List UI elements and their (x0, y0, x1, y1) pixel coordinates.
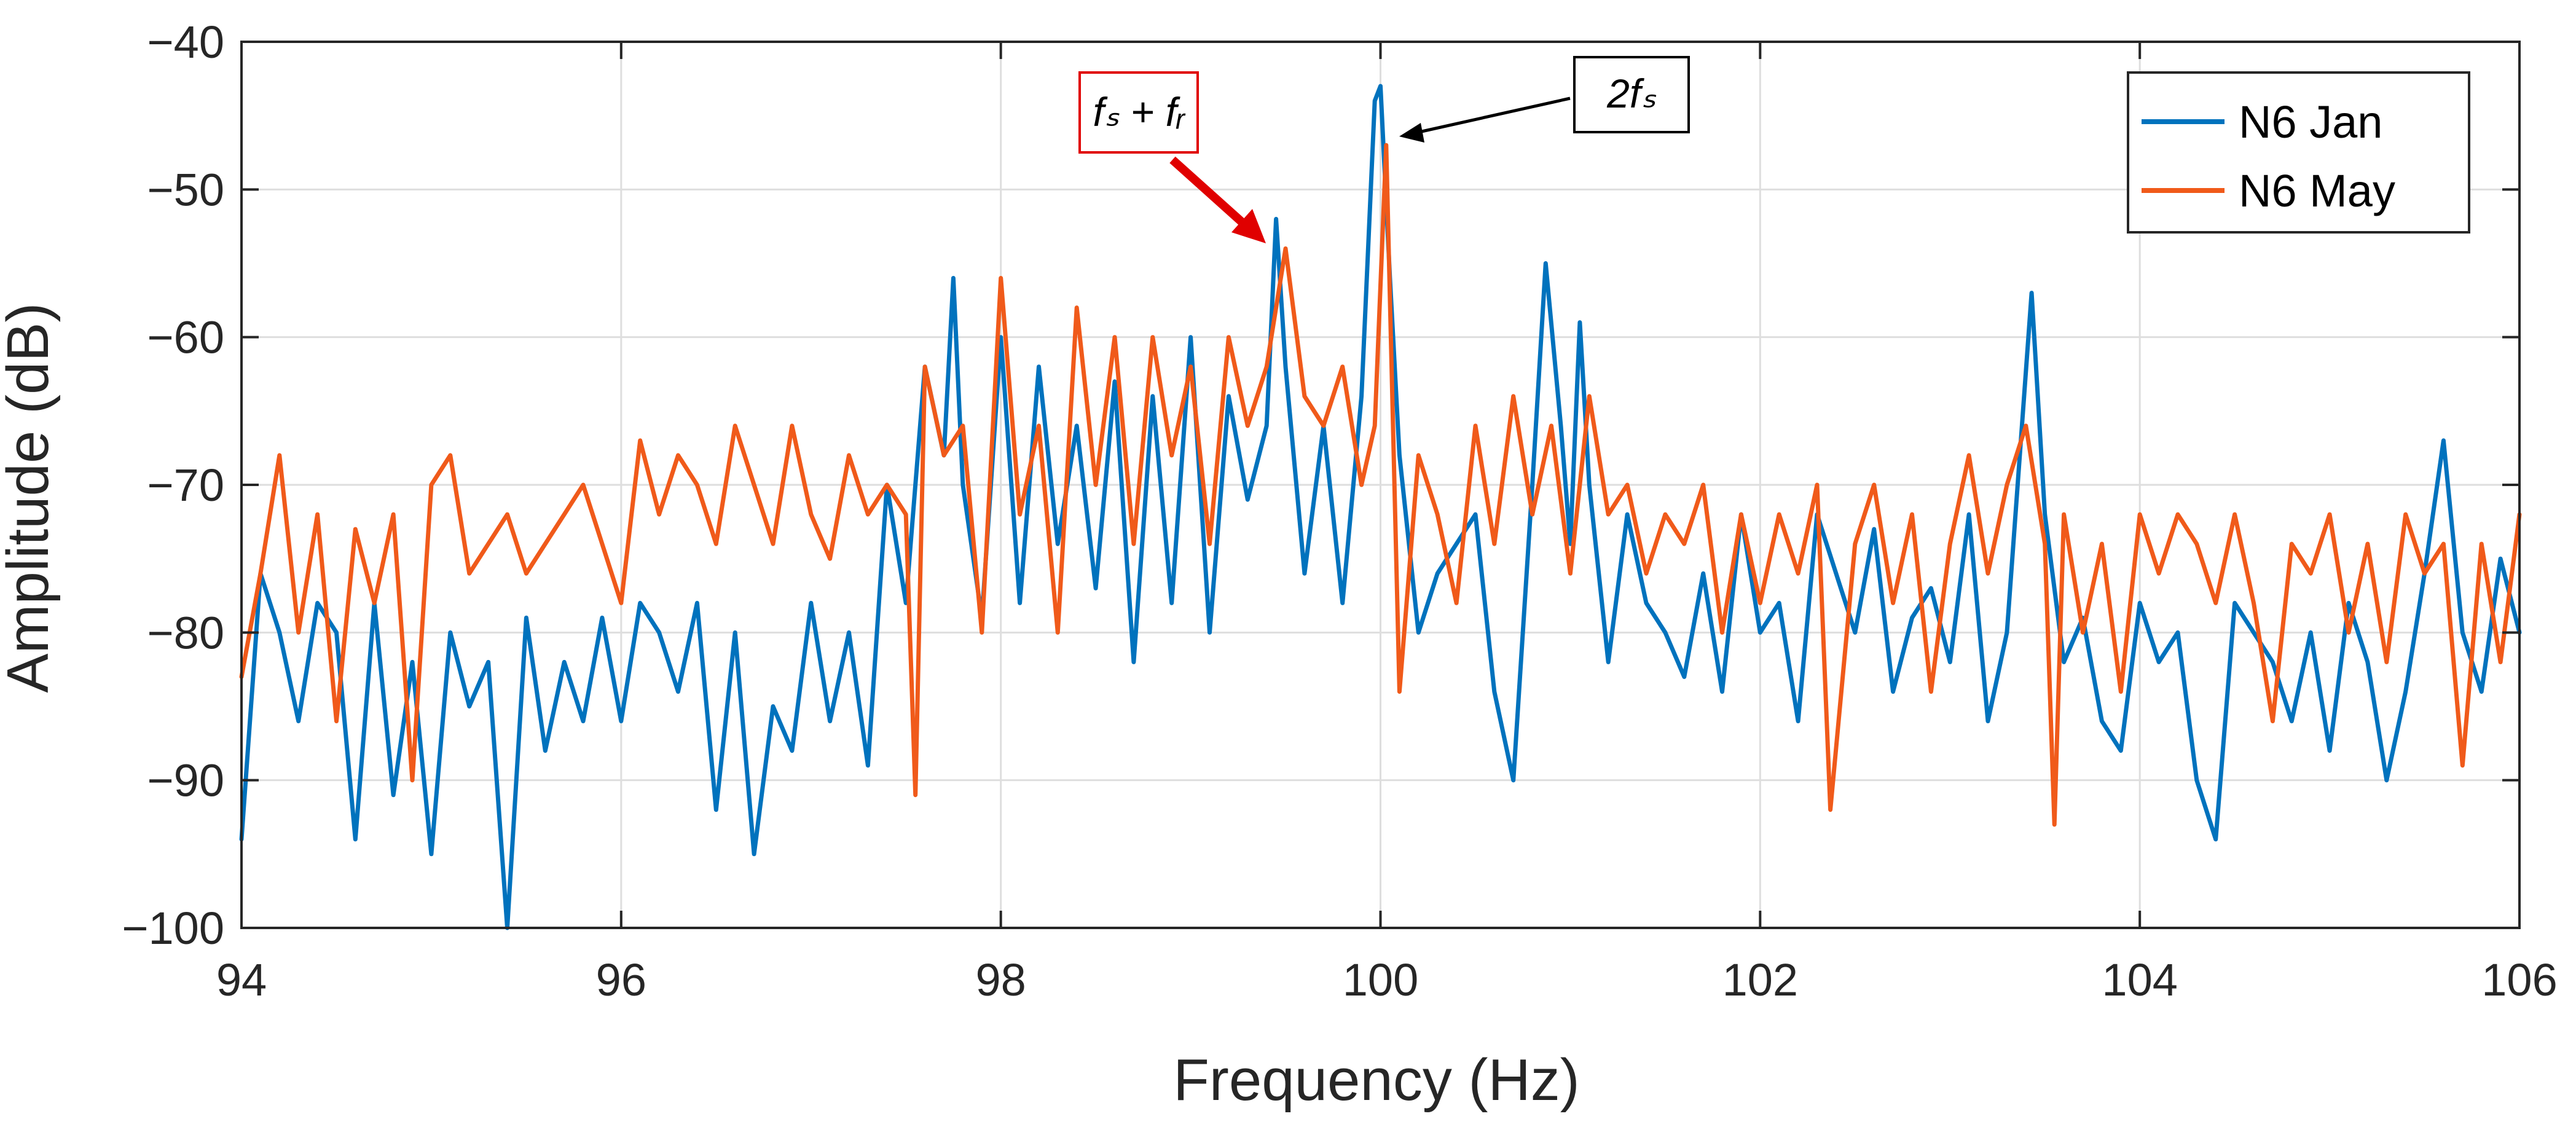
x-tick-label: 102 (1722, 954, 1798, 1005)
y-tick-label: −50 (147, 164, 224, 215)
series-lines (239, 84, 2522, 930)
legend-box (2127, 71, 2470, 234)
annotation-fs-fr: fₛ + fᵣ (1078, 71, 1266, 243)
y-tick-label: −60 (147, 312, 224, 363)
axis-ticks: 94 96 98 100 102 104 106 −100 −90 −80 −70 −60 −50 −40 (122, 17, 2557, 1005)
series-line-n6-may (239, 143, 2522, 827)
y-axis-label: Amplitude (dB) (0, 303, 61, 693)
y-tick-label: −100 (122, 903, 224, 954)
y-tick-label: −80 (147, 607, 224, 658)
y-tick-label: −40 (147, 17, 224, 68)
annotation-2fs-text: 2fₛ (1606, 71, 1656, 116)
x-tick-label: 100 (1343, 954, 1418, 1005)
annotation-2fs-box (1573, 56, 1690, 133)
legend: N6 Jan N6 May (2127, 71, 2470, 234)
annotation-fs-fr-text: fₛ + fᵣ (1093, 89, 1186, 135)
x-tick-label: 96 (596, 954, 646, 1005)
x-tick-label: 98 (976, 954, 1026, 1005)
legend-label-n6-may: N6 May (2239, 165, 2395, 216)
y-tick-label: −70 (147, 460, 224, 511)
annotation-2fs-arrow (1413, 96, 1571, 135)
x-tick-label: 94 (216, 954, 267, 1005)
annotation-fs-fr-arrow (1169, 156, 1247, 228)
annotation-2fs-arrowhead (1399, 123, 1424, 143)
y-tick-label: −90 (147, 755, 224, 806)
annotation-fs-fr-arrowhead (1231, 209, 1266, 243)
x-axis-label: Frequency (Hz) (1173, 1047, 1580, 1113)
legend-label-n6-jan: N6 Jan (2239, 96, 2382, 147)
annotation-fs-fr-box (1078, 71, 1199, 154)
annotation-2fs: 2fₛ (1399, 56, 1690, 143)
x-tick-label: 106 (2481, 954, 2557, 1005)
series-line-n6-jan (239, 84, 2522, 930)
x-tick-label: 104 (2102, 954, 2177, 1005)
